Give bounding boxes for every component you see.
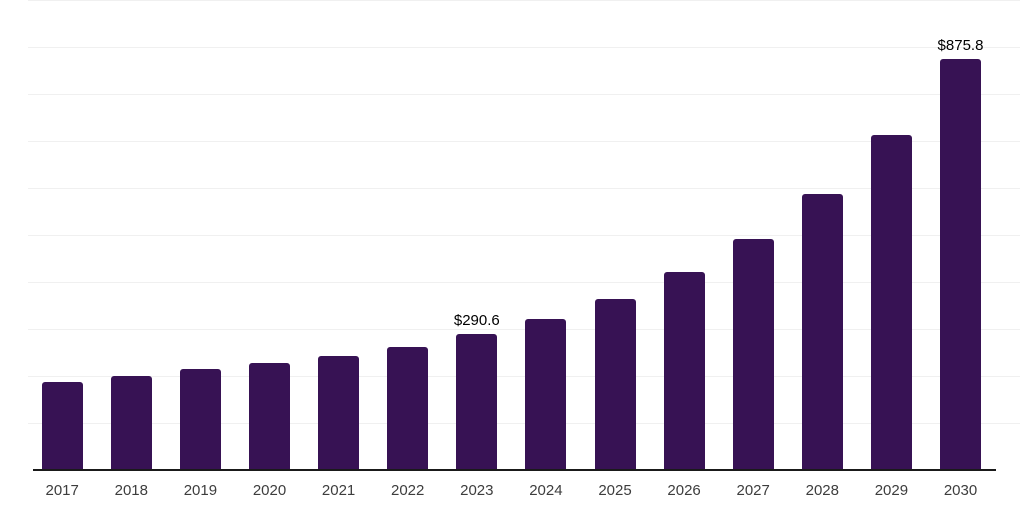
gridline [28,423,1020,424]
gridline [28,328,1020,330]
bar-2024 [525,319,567,471]
bar-2018 [110,375,152,471]
x-tick-2021: 2021 [321,482,356,499]
x-tick-2025: 2025 [598,482,632,499]
x-axis-line [33,469,996,471]
x-tick-2026: 2026 [667,482,701,499]
gridline [28,0,1020,1]
gridline [28,376,1020,377]
x-tick-2030: 2030 [943,482,978,499]
x-axis-labels: 2017 2018 2019 2020 2021 2022 2023 2024 2025 2026… [28,483,1020,503]
x-tick-2027: 2027 [736,482,770,499]
gridline [28,234,1020,236]
gridline [28,281,1020,283]
plot-area: $290.6 $875.8 [28,0,1020,471]
gridline [28,187,1020,189]
gridline [28,93,1020,95]
bar-2027 [732,238,774,471]
bar-2021 [318,355,360,471]
bar-2028 [801,193,843,471]
x-tick-2018: 2018 [114,482,148,499]
x-tick-2020: 2020 [252,482,287,499]
bar-2026 [663,272,705,471]
data-label-2030: $875.8 [937,37,984,55]
bar-2030 [940,59,981,471]
bar-2023 [456,334,498,471]
x-tick-2024: 2024 [529,482,563,499]
x-tick-2028: 2028 [805,482,839,499]
bar-2029 [870,135,912,471]
x-tick-2017: 2017 [45,482,79,499]
bar-2025 [594,298,636,471]
bar-2022 [387,347,429,471]
gridline [28,140,1020,142]
bar-2017 [41,381,83,471]
gridline [28,46,1020,48]
x-tick-2022: 2022 [391,482,425,499]
data-label-2023: $290.6 [453,312,500,330]
bar-2020 [249,362,290,471]
x-tick-2023: 2023 [460,482,494,499]
bar-2019 [179,369,221,471]
x-tick-2019: 2019 [183,482,218,499]
x-tick-2029: 2029 [874,482,909,499]
